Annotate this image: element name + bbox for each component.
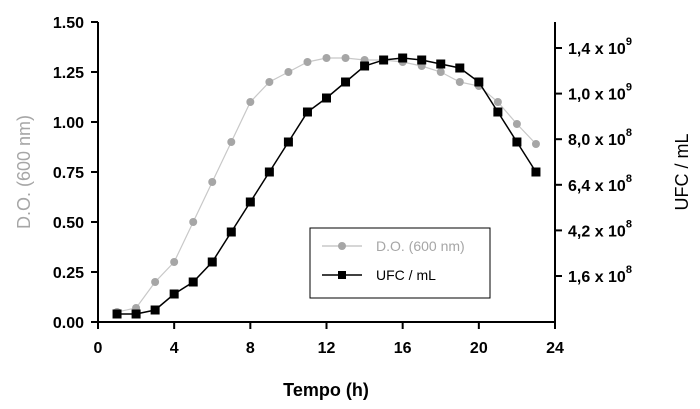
y-right-tick-label: 4,2 x 108 bbox=[568, 218, 632, 240]
y-right-tick-label: 1,0 x 109 bbox=[568, 82, 632, 104]
x-tick-label: 8 bbox=[246, 340, 255, 357]
point-do bbox=[322, 54, 331, 62]
x-tick-label: 24 bbox=[546, 340, 564, 357]
legend-box bbox=[309, 227, 491, 299]
point-ufc bbox=[341, 77, 351, 87]
point-do bbox=[455, 78, 464, 86]
point-do bbox=[265, 78, 274, 86]
y-right-tick-label: 1,4 x 109 bbox=[568, 36, 632, 58]
y-left-axis-title: D.O. (600 nm) bbox=[14, 115, 34, 229]
legend-marker-do bbox=[338, 242, 346, 250]
point-ufc bbox=[398, 53, 408, 63]
y-left-tick-label: 0.75 bbox=[53, 165, 84, 182]
point-do bbox=[303, 58, 312, 66]
point-ufc bbox=[207, 257, 217, 267]
point-do bbox=[531, 140, 540, 148]
x-tick-label: 0 bbox=[94, 340, 103, 357]
point-do bbox=[227, 138, 236, 146]
point-do bbox=[151, 278, 160, 286]
legend: D.O. (600 nm) UFC / mL bbox=[309, 227, 491, 299]
x-tick-label: 12 bbox=[318, 340, 336, 357]
y-left-tick-label: 0.50 bbox=[53, 215, 84, 232]
ticks: 0 4 8 12 16 20 24 0.00 0.25 0.50 0.75 1.00 1.25 1.50 1… bbox=[53, 15, 632, 357]
point-ufc bbox=[226, 227, 236, 237]
point-ufc bbox=[302, 107, 312, 117]
point-do bbox=[341, 54, 350, 62]
point-ufc bbox=[436, 59, 446, 69]
point-ufc bbox=[112, 309, 122, 319]
point-do bbox=[208, 178, 217, 186]
point-do bbox=[284, 68, 293, 76]
y-left-tick-label: 1.25 bbox=[53, 65, 84, 82]
point-ufc bbox=[264, 167, 274, 177]
series-layer bbox=[112, 53, 541, 319]
point-do bbox=[189, 218, 198, 226]
point-ufc bbox=[360, 61, 370, 71]
y-right-tick-label: 1,6 x 108 bbox=[568, 264, 632, 286]
y-right-tick-label: 6,4 x 108 bbox=[568, 173, 632, 195]
point-ufc bbox=[188, 277, 198, 287]
point-ufc bbox=[455, 63, 465, 73]
x-tick-label: 4 bbox=[170, 340, 179, 357]
point-do bbox=[170, 258, 179, 266]
point-ufc bbox=[531, 167, 541, 177]
point-ufc bbox=[379, 55, 389, 65]
y-right-axis-title: UFC / mL bbox=[672, 133, 692, 210]
point-ufc bbox=[474, 77, 484, 87]
point-do bbox=[246, 98, 255, 106]
y-left-tick-label: 1.00 bbox=[53, 115, 84, 132]
point-ufc bbox=[417, 55, 427, 65]
y-right-tick-label: 8,0 x 108 bbox=[568, 127, 632, 149]
point-ufc bbox=[245, 197, 255, 207]
point-do bbox=[512, 120, 521, 128]
x-tick-label: 16 bbox=[394, 340, 412, 357]
y-left-tick-label: 0.00 bbox=[53, 315, 84, 332]
point-do bbox=[436, 68, 445, 76]
y-left-tick-label: 1.50 bbox=[53, 15, 84, 32]
point-ufc bbox=[283, 137, 293, 147]
point-ufc bbox=[169, 289, 179, 299]
point-ufc bbox=[512, 137, 522, 147]
legend-label-ufc: UFC / mL bbox=[376, 267, 436, 283]
point-ufc bbox=[131, 309, 141, 319]
legend-label-do: D.O. (600 nm) bbox=[376, 238, 465, 254]
y-left-tick-label: 0.25 bbox=[53, 265, 84, 282]
legend-marker-ufc bbox=[338, 271, 346, 279]
point-ufc bbox=[150, 305, 160, 315]
point-do bbox=[493, 98, 502, 106]
point-ufc bbox=[493, 107, 503, 117]
x-tick-label: 20 bbox=[470, 340, 488, 357]
x-axis-title: Tempo (h) bbox=[283, 380, 369, 400]
point-ufc bbox=[322, 93, 331, 103]
